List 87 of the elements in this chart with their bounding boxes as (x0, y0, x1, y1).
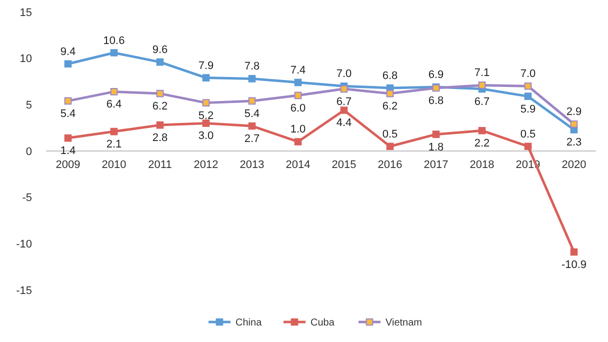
data-label: 2.8 (152, 132, 168, 144)
point (294, 138, 302, 146)
data-label: 0.5 (382, 128, 398, 140)
y-tick-label: 15 (20, 6, 32, 19)
data-label: 0.5 (520, 128, 536, 140)
y-tick-label: 0 (26, 146, 32, 158)
point (64, 134, 72, 142)
data-label: -10.9 (561, 259, 587, 272)
legend-label: China (236, 318, 262, 328)
point (248, 122, 256, 130)
data-label: 4.4 (336, 117, 352, 130)
data-label: 1.0 (290, 124, 306, 136)
data-label: 7.9 (198, 60, 214, 72)
point (110, 88, 118, 96)
point (202, 120, 210, 127)
data-label: 6.9 (428, 69, 444, 82)
x-tick-label: 2015 (332, 159, 356, 171)
point (386, 142, 394, 150)
x-tick-label: 2009 (56, 159, 80, 171)
point (524, 92, 532, 100)
data-label: 7.4 (290, 64, 306, 76)
data-label: 10.6 (103, 34, 125, 47)
data-label: 2.3 (566, 136, 582, 149)
point (156, 121, 164, 129)
data-label: 7.1 (474, 67, 490, 80)
data-label: 7.8 (244, 60, 260, 73)
data-label: 7.0 (336, 68, 352, 80)
point (64, 97, 72, 105)
x-tick-label: 2020 (562, 159, 586, 171)
x-tick-label: 2013 (240, 159, 264, 171)
data-label: 2.1 (106, 138, 122, 151)
data-label: 5.9 (520, 103, 536, 116)
point (202, 74, 210, 82)
data-label: 6.2 (152, 100, 168, 113)
data-label: 6.0 (290, 102, 306, 114)
data-label: 7.0 (520, 68, 536, 80)
point (524, 142, 532, 150)
point (248, 97, 256, 105)
data-label: 1.4 (60, 145, 76, 158)
legend-label: Cuba (310, 318, 335, 328)
point (110, 49, 118, 56)
x-tick-label: 2014 (286, 159, 310, 171)
x-tick-label: 2010 (102, 159, 126, 171)
data-label: 3.0 (198, 130, 214, 142)
x-tick-label: 2016 (378, 159, 402, 171)
point (478, 126, 486, 134)
data-label: 9.6 (152, 44, 168, 56)
y-tick-label: 10 (20, 53, 32, 66)
data-label: 1.8 (428, 141, 444, 154)
y-tick-label: -15 (16, 284, 32, 297)
legend-label: Vietnam (386, 318, 422, 328)
point (294, 78, 302, 86)
point (524, 82, 532, 90)
point (156, 90, 164, 98)
x-tick-label: 2011 (148, 159, 172, 171)
point (478, 82, 486, 89)
data-label: 5.4 (244, 108, 260, 120)
x-tick-label: 2012 (194, 159, 218, 171)
y-tick-label: -10 (16, 238, 32, 251)
data-label: 6.8 (382, 70, 398, 82)
data-label: 2.7 (244, 132, 260, 145)
point (248, 75, 256, 82)
data-label: 5.4 (60, 108, 76, 120)
data-label: 6.7 (336, 96, 352, 108)
point (202, 99, 210, 106)
data-label: 2.2 (474, 138, 490, 150)
point (64, 60, 72, 68)
point (570, 120, 578, 128)
point (340, 85, 348, 93)
point (156, 58, 164, 66)
data-label: 6.4 (106, 98, 122, 111)
point (294, 92, 302, 100)
point (110, 128, 118, 136)
y-tick-label: 5 (26, 100, 32, 112)
point (570, 248, 578, 256)
data-label: 2.9 (566, 106, 582, 118)
data-label: 6.8 (428, 94, 444, 107)
point (432, 130, 440, 138)
point (386, 90, 394, 98)
y-tick-label: -5 (22, 192, 32, 204)
point (340, 106, 348, 114)
x-tick-label: 2018 (470, 159, 494, 171)
data-label: 6.2 (382, 100, 398, 113)
x-tick-label: 2017 (424, 159, 448, 171)
data-label: 5.2 (198, 110, 214, 122)
data-label: 6.7 (474, 96, 490, 108)
data-label: 9.4 (60, 46, 76, 58)
